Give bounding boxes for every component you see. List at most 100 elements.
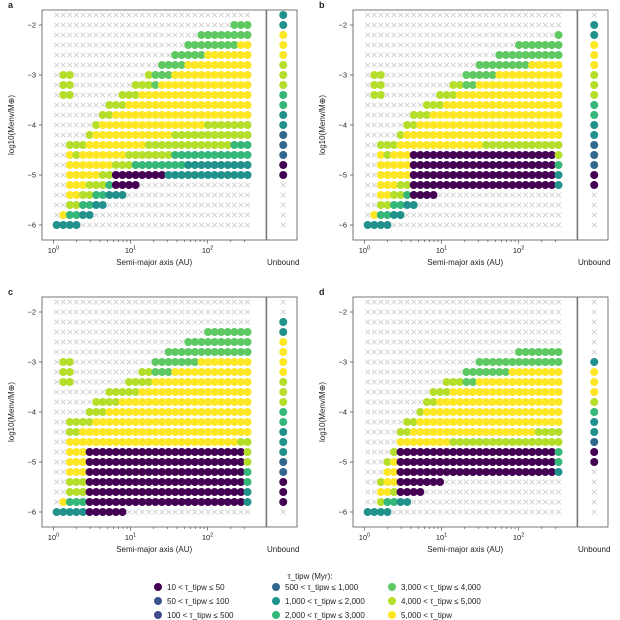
no-result-marker — [139, 319, 145, 325]
data-point — [78, 448, 87, 456]
no-result-marker — [437, 12, 443, 18]
unbound-point — [590, 41, 599, 49]
data-point — [197, 121, 206, 129]
data-point — [164, 161, 173, 169]
no-result-marker — [60, 309, 66, 315]
no-result-marker — [509, 299, 516, 305]
unbound-point — [590, 111, 599, 119]
no-result-marker — [146, 299, 152, 305]
no-result-marker — [555, 192, 562, 198]
no-result-marker — [529, 309, 535, 315]
no-result-marker — [437, 499, 443, 505]
no-result-marker — [417, 379, 423, 385]
no-result-marker — [231, 192, 238, 198]
no-result-marker — [132, 349, 139, 355]
no-result-marker — [522, 299, 529, 305]
no-result-marker — [384, 349, 391, 355]
data-point — [151, 398, 160, 406]
data-point — [495, 448, 504, 456]
no-result-marker — [73, 379, 80, 385]
legend-entry: 100 < τ_tipw ≤ 500 — [154, 611, 234, 620]
no-result-marker — [476, 42, 483, 48]
no-result-marker — [371, 329, 377, 335]
data-point — [495, 458, 504, 466]
no-result-marker — [119, 379, 126, 385]
panel-letter: c — [8, 287, 13, 297]
data-point — [164, 368, 173, 376]
data-point — [243, 368, 252, 376]
data-point — [144, 151, 153, 159]
no-result-marker — [457, 339, 463, 345]
no-result-marker — [371, 339, 377, 345]
data-point — [482, 458, 491, 466]
data-point — [243, 478, 252, 486]
data-point — [436, 388, 445, 396]
data-point — [462, 101, 471, 109]
data-point — [197, 91, 206, 99]
data-point — [230, 111, 239, 119]
no-result-marker — [280, 309, 286, 315]
no-result-marker — [238, 299, 244, 305]
data-point — [144, 141, 153, 149]
no-result-marker — [542, 222, 549, 228]
no-result-marker — [555, 222, 562, 228]
data-point — [376, 91, 385, 99]
no-result-marker — [113, 22, 119, 28]
data-point — [118, 191, 127, 199]
data-point — [534, 141, 543, 149]
data-point — [508, 468, 517, 476]
no-result-marker — [404, 92, 410, 98]
no-result-marker — [463, 299, 470, 305]
no-result-marker — [483, 202, 489, 208]
no-result-marker — [139, 212, 145, 218]
data-point — [157, 388, 166, 396]
no-result-marker — [397, 379, 404, 385]
data-point — [223, 81, 232, 89]
data-point — [131, 458, 140, 466]
no-result-marker — [67, 32, 73, 38]
data-point — [468, 398, 477, 406]
data-point — [547, 348, 556, 356]
data-point — [495, 171, 504, 179]
no-result-marker — [165, 52, 172, 58]
data-point — [131, 111, 140, 119]
data-point — [243, 498, 252, 506]
data-point — [78, 171, 87, 179]
data-point — [449, 388, 458, 396]
data-point — [396, 131, 405, 139]
no-result-marker — [378, 112, 384, 118]
data-point — [223, 41, 232, 49]
data-point — [468, 181, 477, 189]
no-result-marker — [443, 72, 450, 78]
data-point — [475, 378, 484, 386]
no-result-marker — [93, 222, 99, 228]
data-point — [204, 151, 213, 159]
no-result-marker — [463, 489, 470, 495]
no-result-marker — [218, 509, 224, 515]
unbound-point — [279, 488, 288, 496]
data-point — [177, 61, 186, 69]
no-result-marker — [73, 22, 80, 28]
data-point — [482, 111, 491, 119]
data-point — [230, 438, 239, 446]
data-point — [171, 61, 180, 69]
no-result-marker — [430, 42, 437, 48]
no-result-marker — [371, 12, 377, 18]
data-point — [177, 418, 186, 426]
x-tick-label: 102 — [513, 533, 524, 543]
data-point — [125, 388, 134, 396]
no-result-marker — [542, 509, 549, 515]
data-point — [528, 348, 537, 356]
no-result-marker — [391, 42, 397, 48]
no-result-marker — [225, 212, 231, 218]
data-point — [190, 388, 199, 396]
unbound-point — [590, 121, 599, 129]
data-point — [190, 61, 199, 69]
unbound-point — [279, 91, 288, 99]
no-result-marker — [417, 102, 423, 108]
no-result-marker — [450, 62, 456, 68]
legend: τ_tipw (Myr): 10 < τ_tipw ≤ 50 500 < τ_ti… — [154, 572, 481, 620]
data-point — [422, 131, 431, 139]
